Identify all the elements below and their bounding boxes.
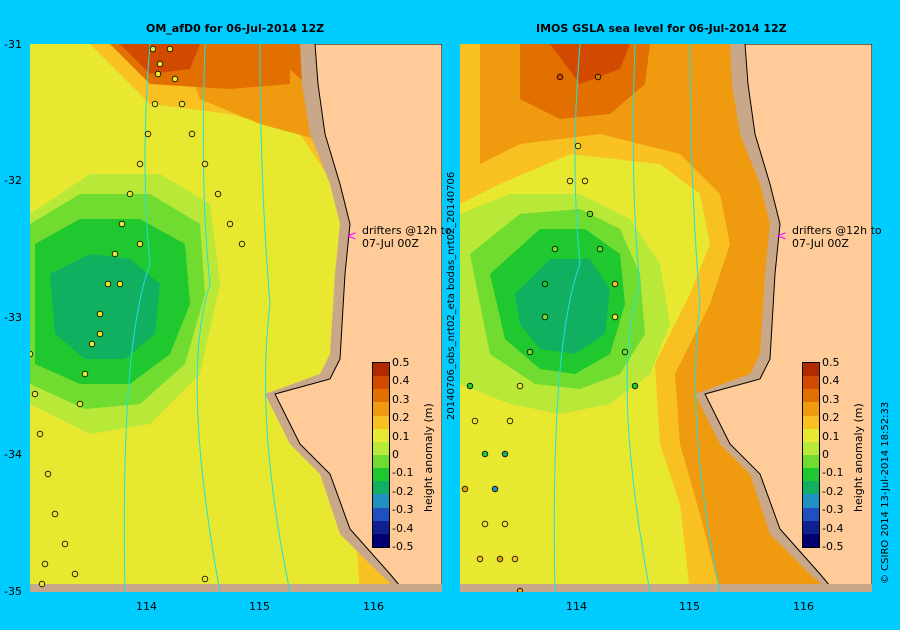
colorbar-tick-label: -0.2 <box>392 484 414 498</box>
colorbar-tick-label: -0.2 <box>822 484 844 498</box>
svg-text:<: < <box>346 229 357 244</box>
colorbar-swatch <box>803 468 819 482</box>
colorbar-tick-label: 0.1 <box>392 429 410 443</box>
colorbar-swatch <box>373 376 389 390</box>
left-panel-title: OM_afD0 for 06-Jul-2014 12Z <box>146 22 325 35</box>
colorbar-tick-label: 0 <box>392 448 399 461</box>
right-panel-title: IMOS GSLA sea level for 06-Jul-2014 12Z <box>536 22 787 35</box>
credit-text: © CSIRO 2014 13-Jul-2014 18:52:33 <box>880 401 891 584</box>
colorbar-tick-label: 0.3 <box>822 392 840 406</box>
colorbar-swatch <box>373 520 389 534</box>
colorbar-tick-label: -0.5 <box>822 540 844 553</box>
colorbar-swatch <box>803 520 819 534</box>
lat-label-32: -32 <box>4 174 22 187</box>
colorbar-title: height anomaly (m) <box>422 403 435 512</box>
lon-label-114-left: 114 <box>136 600 157 613</box>
colorbar-swatch <box>803 481 819 495</box>
colorbar-swatch <box>373 428 389 442</box>
colorbar-swatch <box>803 402 819 416</box>
colorbar-tick-label: 0 <box>822 448 829 461</box>
lat-label-35: -35 <box>4 585 22 598</box>
colorbar-swatch <box>373 363 389 377</box>
colorbar-tick-label: 0.2 <box>392 411 410 425</box>
colorbar-swatch <box>803 389 819 403</box>
colorbar-tick-label: 0.2 <box>822 411 840 425</box>
lon-label-115-right: 115 <box>679 600 700 613</box>
colorbar-swatch <box>803 415 819 429</box>
left-annotation-line1: drifters @12h to <box>362 224 452 237</box>
colorbar-swatch <box>373 454 389 469</box>
colorbar-swatch <box>803 454 819 469</box>
colorbar-tick-label: -0.3 <box>392 503 414 517</box>
colorbar-tick-label: -0.3 <box>822 503 844 517</box>
colorbar-tick-label: -0.4 <box>822 521 844 535</box>
colorbar-title: height anomaly (m) <box>852 403 865 512</box>
lon-label-114-right: 114 <box>566 600 587 613</box>
lon-label-116-left: 116 <box>363 600 384 613</box>
colorbar-tick-label: 0.5 <box>822 356 840 369</box>
left-map: < <box>30 44 442 592</box>
lon-label-115-left: 115 <box>249 600 270 613</box>
right-colorbar <box>802 362 820 548</box>
lat-label-31: -31 <box>4 38 22 51</box>
colorbar-tick-label: -0.1 <box>392 466 414 480</box>
colorbar-swatch <box>803 507 819 521</box>
colorbar-swatch <box>373 507 389 521</box>
colorbar-swatch <box>373 415 389 429</box>
colorbar-tick-label: 0.3 <box>392 392 410 406</box>
left-drifters-annotation: drifters @12h to 07-Jul 00Z <box>362 224 452 250</box>
colorbar-tick-label: 0.4 <box>822 374 840 388</box>
left-annotation-line2: 07-Jul 00Z <box>362 237 419 250</box>
lat-label-33: -33 <box>4 311 22 324</box>
colorbar-swatch <box>373 389 389 403</box>
left-colorbar <box>372 362 390 548</box>
lon-label-116-right: 116 <box>793 600 814 613</box>
colorbar-tick-label: 0.1 <box>822 429 840 443</box>
colorbar-swatch <box>803 494 819 508</box>
colorbar-swatch <box>373 441 389 455</box>
right-annotation-line1: drifters @12h to <box>792 224 882 237</box>
colorbar-swatch <box>803 533 819 547</box>
side-source-text: 20140706_obs_nrt02_eta bodas_nrt02_20140… <box>446 171 457 420</box>
colorbar-swatch <box>373 402 389 416</box>
right-annotation-line2: 07-Jul 00Z <box>792 237 849 250</box>
colorbar-swatch <box>803 441 819 455</box>
right-map: < <box>460 44 872 592</box>
colorbar-tick-label: 0.5 <box>392 356 410 369</box>
colorbar-swatch <box>803 376 819 390</box>
svg-text:<: < <box>776 229 787 244</box>
colorbar-swatch <box>373 468 389 482</box>
colorbar-tick-label: -0.5 <box>392 540 414 553</box>
colorbar-tick-label: -0.4 <box>392 521 414 535</box>
colorbar-tick-label: -0.1 <box>822 466 844 480</box>
right-drifters-annotation: drifters @12h to 07-Jul 00Z <box>792 224 882 250</box>
colorbar-swatch <box>803 363 819 377</box>
colorbar-swatch <box>373 533 389 547</box>
colorbar-swatch <box>373 494 389 508</box>
colorbar-swatch <box>803 428 819 442</box>
colorbar-tick-label: 0.4 <box>392 374 410 388</box>
colorbar-swatch <box>373 481 389 495</box>
lat-label-34: -34 <box>4 448 22 461</box>
